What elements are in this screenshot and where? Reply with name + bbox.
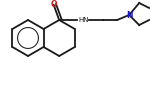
Text: HN: HN (78, 17, 89, 23)
Text: O: O (50, 0, 57, 9)
Text: N: N (126, 11, 132, 19)
